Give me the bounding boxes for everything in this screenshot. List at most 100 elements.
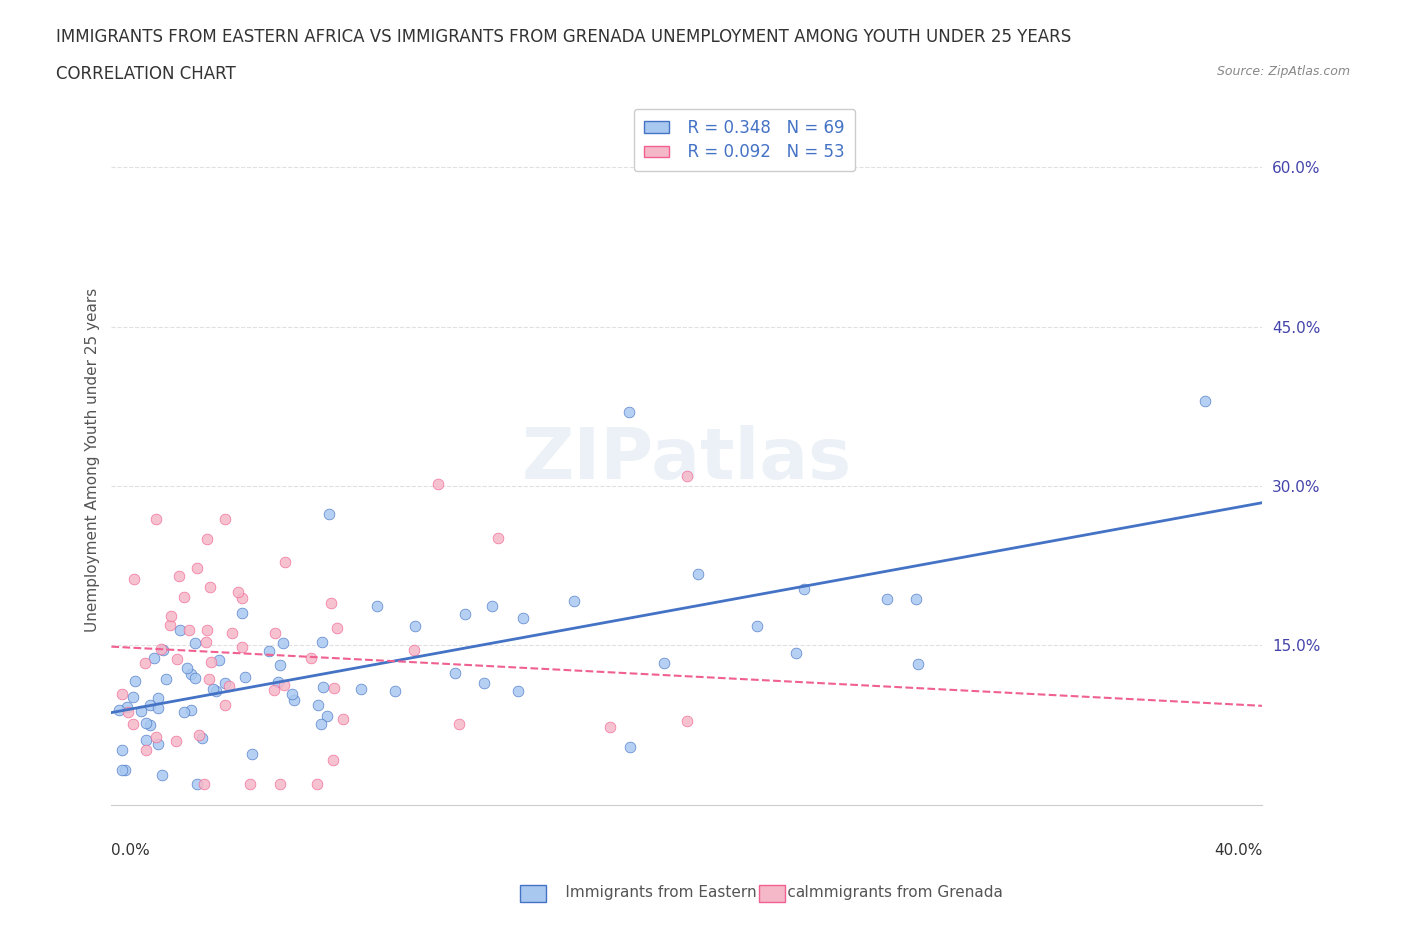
Point — [676, 713, 699, 728]
Point — [619, 739, 641, 754]
Point — [121, 716, 143, 731]
Point — [240, 747, 263, 762]
Point — [688, 566, 710, 581]
Point — [350, 681, 373, 696]
Point — [214, 698, 236, 712]
Point — [117, 705, 139, 720]
Point — [124, 673, 146, 688]
Point — [139, 698, 162, 712]
Point — [108, 703, 131, 718]
Point — [444, 666, 467, 681]
Point — [115, 700, 138, 715]
Point — [152, 643, 174, 658]
Point — [184, 636, 207, 651]
Point — [264, 626, 287, 641]
Point — [309, 717, 332, 732]
Point — [315, 709, 337, 724]
Point — [111, 686, 134, 701]
Point — [145, 512, 167, 526]
Point — [269, 777, 291, 791]
Point — [159, 618, 181, 632]
Point — [318, 507, 340, 522]
Point — [793, 581, 815, 596]
Point — [122, 572, 145, 587]
Point — [177, 622, 200, 637]
Point — [111, 763, 134, 777]
Point — [193, 777, 215, 791]
Point — [197, 671, 219, 686]
Point — [427, 477, 450, 492]
Point — [266, 674, 288, 689]
Text: ZIPatlas: ZIPatlas — [522, 425, 852, 494]
Point — [150, 642, 173, 657]
Point — [271, 636, 294, 651]
Point — [564, 593, 586, 608]
Point — [180, 667, 202, 682]
Point — [111, 742, 134, 757]
Y-axis label: Unemployment Among Youth under 25 years: Unemployment Among Youth under 25 years — [86, 287, 100, 631]
Point — [165, 734, 187, 749]
Point — [134, 655, 156, 670]
Point — [121, 690, 143, 705]
Point — [226, 585, 249, 600]
Point — [447, 717, 470, 732]
Point — [214, 675, 236, 690]
Point — [486, 531, 509, 546]
Point — [195, 622, 218, 637]
Point — [146, 690, 169, 705]
Point — [148, 700, 170, 715]
Point — [191, 730, 214, 745]
Point — [195, 634, 218, 649]
Point — [307, 777, 329, 791]
Point — [188, 728, 211, 743]
Point — [135, 733, 157, 748]
Point — [263, 683, 285, 698]
Text: Immigrants from Grenada: Immigrants from Grenada — [780, 885, 1004, 900]
Point — [257, 644, 280, 658]
Point — [273, 678, 295, 693]
Point — [231, 606, 253, 621]
Point — [332, 711, 354, 726]
Point — [1194, 393, 1216, 408]
Point — [173, 705, 195, 720]
Point — [283, 693, 305, 708]
Point — [384, 684, 406, 698]
Point — [904, 591, 927, 606]
Point — [619, 405, 641, 419]
Point — [221, 626, 243, 641]
Point — [231, 591, 253, 605]
Point — [166, 652, 188, 667]
Point — [200, 655, 222, 670]
Point — [233, 670, 256, 684]
Point — [323, 681, 346, 696]
Point — [506, 684, 529, 698]
Point — [135, 715, 157, 730]
Point — [599, 720, 621, 735]
Point — [131, 703, 153, 718]
Legend:   R = 0.348   N = 69,   R = 0.092   N = 53: R = 0.348 N = 69, R = 0.092 N = 53 — [634, 109, 855, 171]
Point — [155, 671, 177, 686]
Point — [512, 611, 534, 626]
Point — [150, 767, 173, 782]
Point — [404, 618, 426, 633]
Point — [785, 645, 807, 660]
Point — [319, 595, 342, 610]
Text: Immigrants from Eastern Africa: Immigrants from Eastern Africa — [541, 885, 806, 900]
Point — [907, 657, 929, 671]
Point — [366, 599, 388, 614]
Point — [201, 681, 224, 696]
Point — [184, 671, 207, 685]
Point — [135, 742, 157, 757]
Point — [146, 737, 169, 751]
Point — [173, 589, 195, 604]
Point — [876, 592, 898, 607]
Point — [280, 686, 302, 701]
Point — [311, 634, 333, 649]
Point — [402, 643, 425, 658]
Text: IMMIGRANTS FROM EASTERN AFRICA VS IMMIGRANTS FROM GRENADA UNEMPLOYMENT AMONG YOU: IMMIGRANTS FROM EASTERN AFRICA VS IMMIGR… — [56, 28, 1071, 46]
Text: CORRELATION CHART: CORRELATION CHART — [56, 65, 236, 83]
Point — [208, 653, 231, 668]
Point — [205, 684, 228, 698]
Point — [474, 675, 496, 690]
Point — [169, 623, 191, 638]
